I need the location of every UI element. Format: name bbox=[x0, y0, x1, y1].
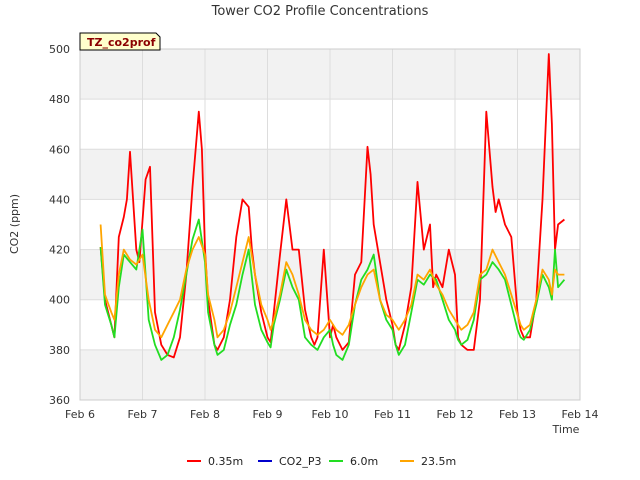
y-tick-label: 500 bbox=[49, 43, 70, 56]
x-tick-label: Feb 9 bbox=[253, 408, 283, 421]
legend-item-0.35m: 0.35m bbox=[187, 455, 243, 468]
x-tick-label: Feb 13 bbox=[499, 408, 536, 421]
x-tick-label: Feb 6 bbox=[65, 408, 95, 421]
legend-label: CO2_P3 bbox=[279, 455, 321, 468]
y-tick-label: 440 bbox=[49, 193, 70, 206]
y-tick-label: 380 bbox=[49, 344, 70, 357]
y-axis-label: CO2 (ppm) bbox=[8, 194, 21, 254]
site-label-box bbox=[79, 32, 161, 51]
y-tick-labels: 360 380 400 420 440 460 480 500 bbox=[49, 43, 70, 407]
site-label-badge: TZ_co2prof bbox=[79, 32, 161, 51]
series-line-23.5m bbox=[99, 224, 565, 339]
x-tick-label: Feb 14 bbox=[562, 408, 599, 421]
legend-label: 6.0m bbox=[350, 455, 378, 468]
site-label-text: TZ_co2prof bbox=[87, 36, 156, 49]
chart-title: Tower CO2 Profile Concentrations bbox=[211, 4, 429, 19]
legend: 0.35m CO2_P3 6.0m 23.5m bbox=[187, 455, 456, 468]
x-tick-label: Feb 12 bbox=[437, 408, 474, 421]
x-tick-label: Feb 8 bbox=[190, 408, 220, 421]
x-tick-labels: Feb 6 Feb 7 Feb 8 Feb 9 Feb 10 Feb 11 Feb 12 Fe… bbox=[65, 408, 598, 421]
y-tick-label: 460 bbox=[49, 143, 70, 156]
legend-label: 23.5m bbox=[421, 455, 456, 468]
x-tick-label: Feb 7 bbox=[128, 408, 158, 421]
x-tick-label: Feb 11 bbox=[374, 408, 411, 421]
y-tick-label: 360 bbox=[49, 394, 70, 407]
series-line-6.0m bbox=[99, 218, 566, 361]
x-axis-label: Time bbox=[552, 423, 580, 436]
x-tick-label: Feb 10 bbox=[312, 408, 349, 421]
plot-frame bbox=[79, 48, 581, 401]
legend-item-6.0m: 6.0m bbox=[329, 455, 378, 468]
y-tick-label: 480 bbox=[49, 93, 70, 106]
y-tick-label: 420 bbox=[49, 244, 70, 257]
legend-item-CO2_P3: CO2_P3 bbox=[258, 455, 321, 468]
series-lines bbox=[99, 53, 566, 361]
series-line-0.35m bbox=[99, 53, 565, 359]
y-tick-label: 400 bbox=[49, 294, 70, 307]
legend-item-23.5m: 23.5m bbox=[400, 455, 456, 468]
legend-label: 0.35m bbox=[208, 455, 243, 468]
